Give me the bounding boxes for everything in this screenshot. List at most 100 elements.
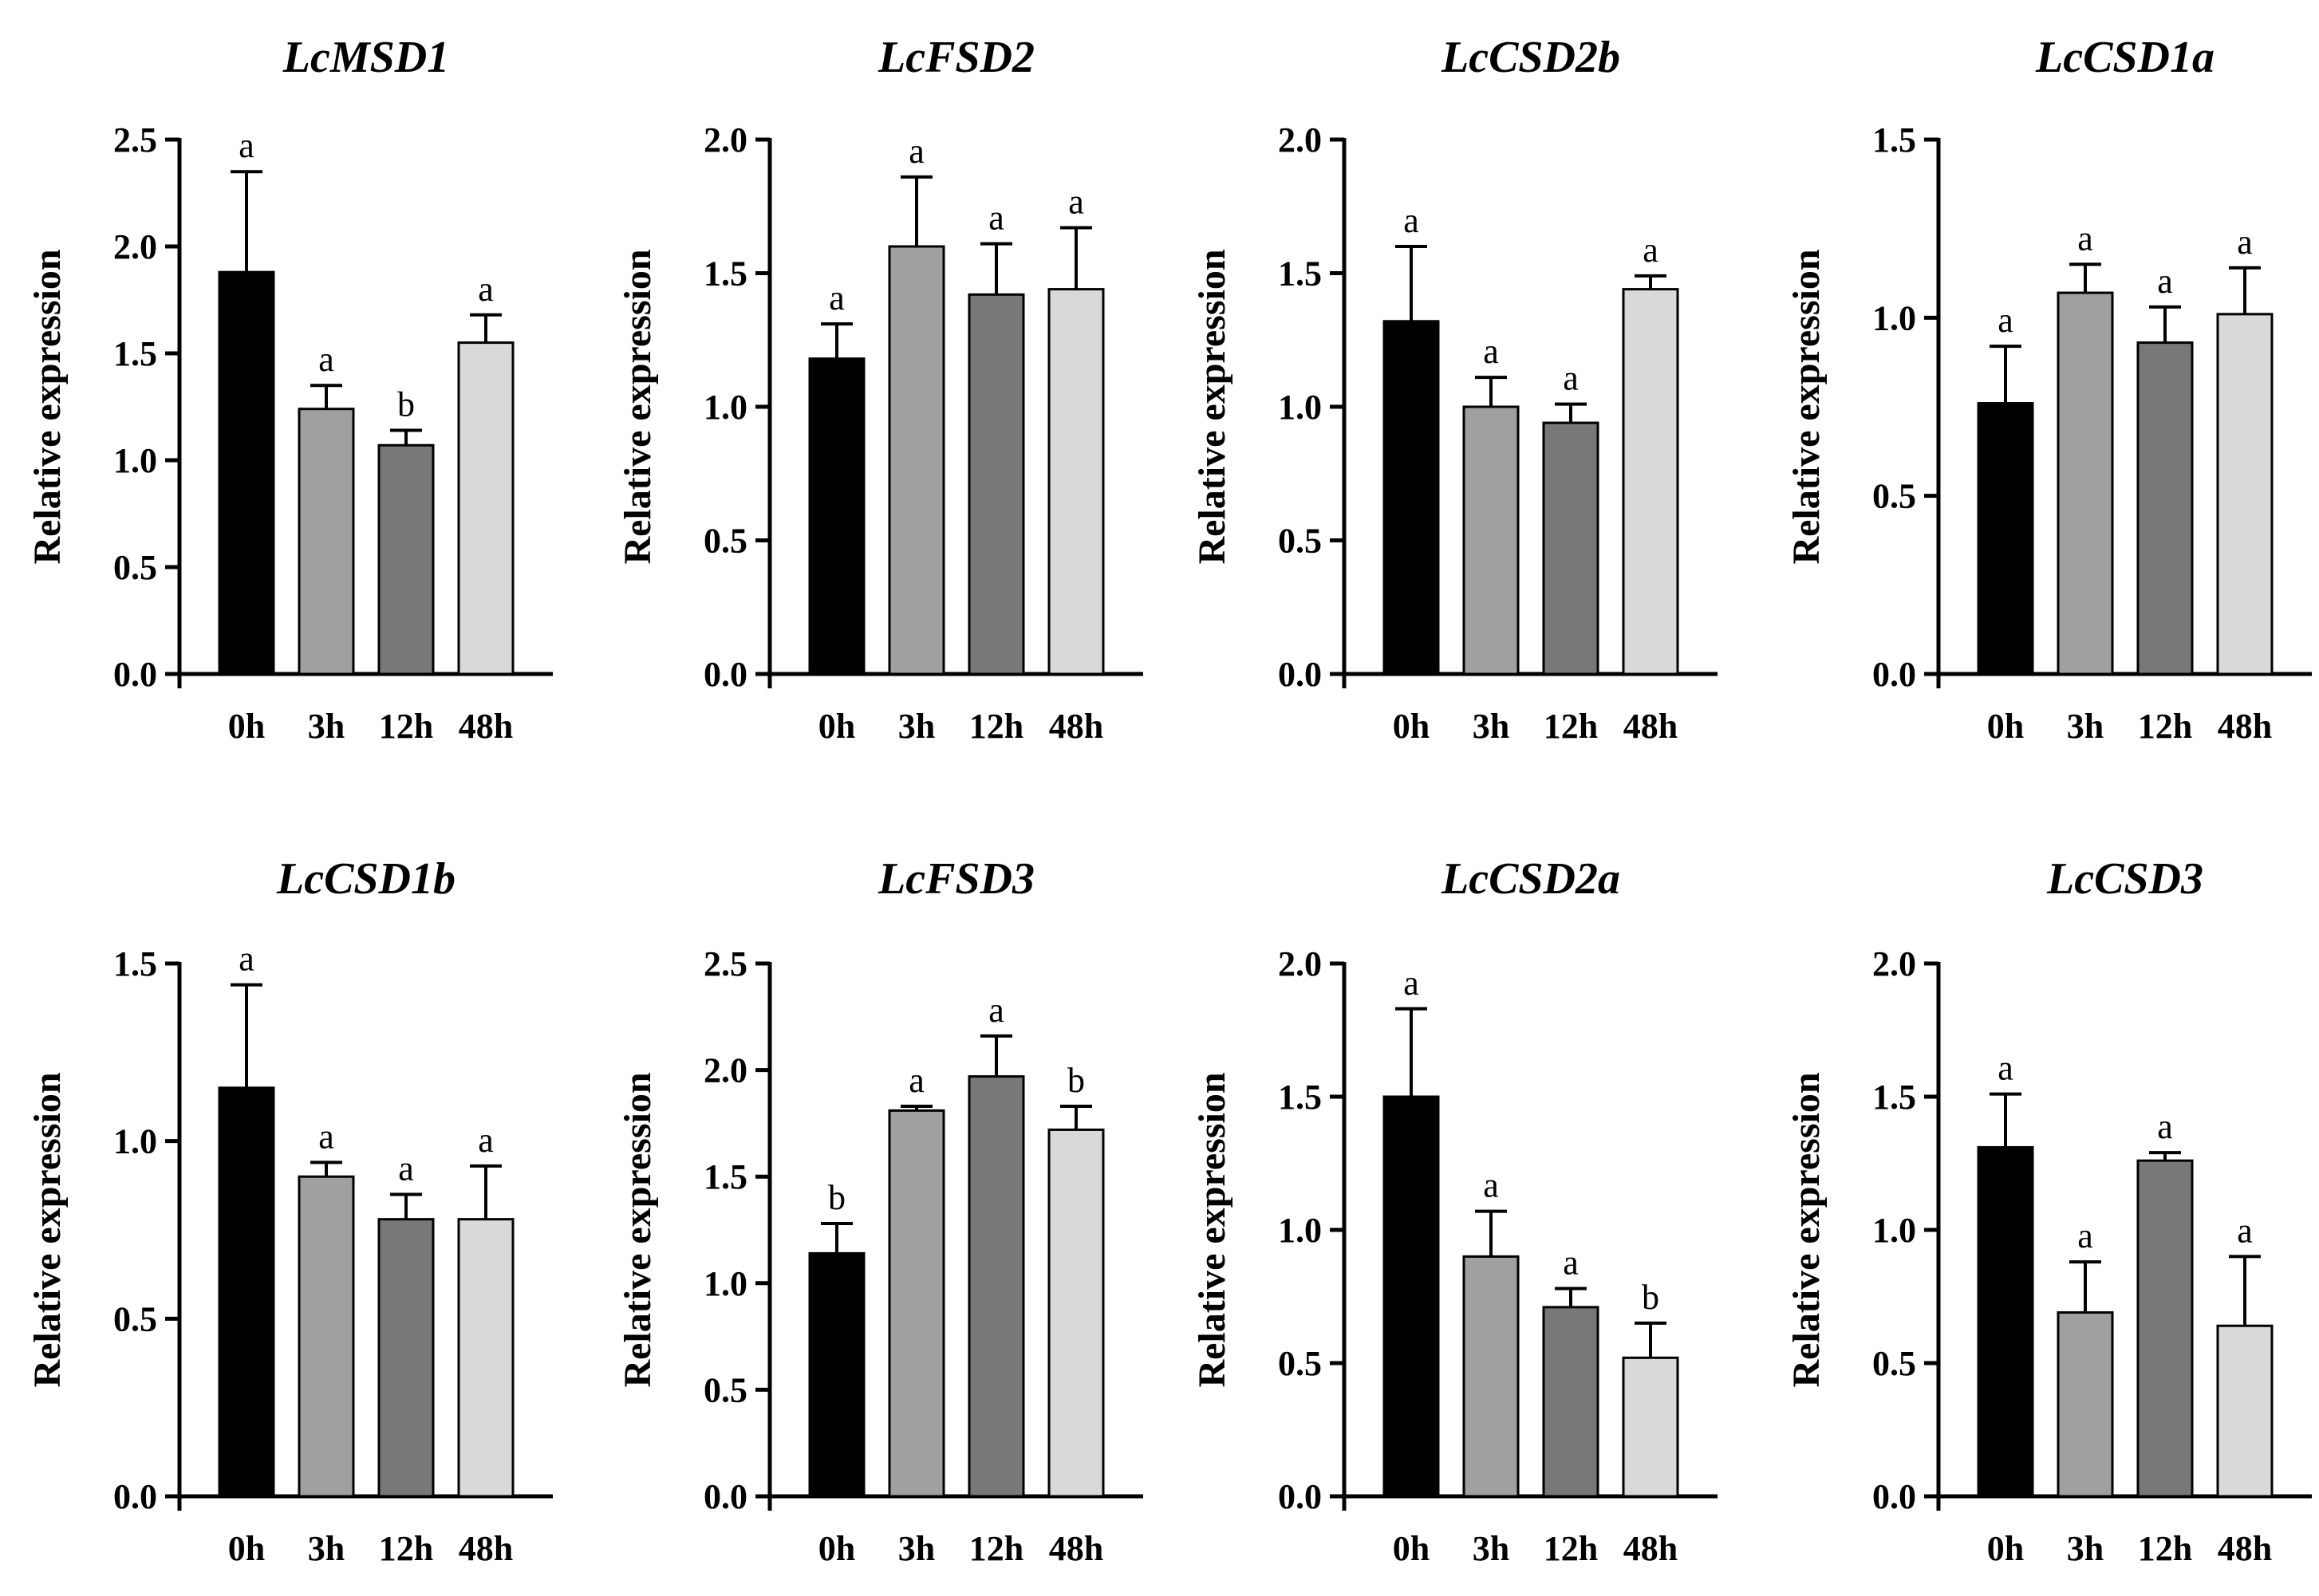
bar-3h [2057, 1311, 2114, 1498]
y-tick-label: 0.5 [704, 522, 747, 561]
x-tick-label: 0h [1393, 1529, 1430, 1568]
x-tick-label: 48h [459, 707, 513, 746]
y-tick-label: 1.5 [113, 334, 157, 373]
significance-label: a [2237, 223, 2253, 262]
y-tick-label: 0.5 [1872, 477, 1916, 516]
x-tick-label: 3h [898, 1529, 935, 1568]
panel-title: LcFSD3 [878, 854, 1035, 904]
bar-48h [457, 341, 515, 676]
bar-3h [1462, 405, 1520, 676]
y-axis-label: Relative expression [617, 1072, 659, 1387]
significance-label: a [1563, 1243, 1579, 1282]
panel-title: LcCSD1b [276, 854, 456, 904]
significance-label: a [2157, 262, 2173, 301]
significance-label: a [2077, 1216, 2093, 1255]
bar-48h [1047, 288, 1105, 676]
bar-12h [1542, 421, 1599, 676]
y-tick-label: 1.0 [113, 1122, 157, 1161]
significance-label: a [2157, 1107, 2173, 1146]
significance-label: a [239, 126, 254, 165]
significance-label: b [397, 384, 415, 424]
x-tick-label: 48h [1623, 707, 1678, 746]
significance-label: a [988, 991, 1004, 1030]
significance-label: a [1563, 359, 1579, 398]
x-tick-label: 3h [1473, 707, 1509, 746]
x-tick-label: 12h [1544, 707, 1598, 746]
significance-label: a [478, 270, 494, 309]
x-tick-label: 0h [818, 707, 855, 746]
y-axis-label: Relative expression [1785, 1072, 1828, 1387]
significance-label: a [318, 340, 334, 379]
y-tick-label: 0.0 [1872, 655, 1916, 694]
significance-label: a [1483, 332, 1499, 371]
significance-label: a [2077, 219, 2093, 258]
y-tick-label: 0.5 [1278, 1344, 1322, 1383]
x-tick-label: 12h [2138, 1529, 2192, 1568]
y-axis-label: Relative expression [1191, 1072, 1233, 1387]
y-axis-label: Relative expression [26, 1072, 69, 1387]
panel-title: LcFSD2 [878, 33, 1035, 82]
y-tick-label: 0.0 [1278, 655, 1322, 694]
x-tick-label: 3h [1473, 1529, 1509, 1568]
bar-12h [2136, 1159, 2194, 1498]
bar-48h [2216, 313, 2274, 676]
bar-12h [2136, 341, 2194, 676]
significance-label: a [1068, 183, 1084, 222]
y-tick-label: 1.0 [704, 388, 747, 427]
y-tick-label: 1.5 [1278, 1078, 1322, 1117]
bar-48h [2216, 1324, 2274, 1498]
x-tick-label: 48h [2218, 1529, 2272, 1568]
y-tick-label: 1.0 [1278, 1211, 1322, 1250]
y-tick-label: 2.5 [113, 120, 157, 160]
y-tick-label: 1.0 [1278, 388, 1322, 427]
bar-3h [888, 1109, 945, 1498]
significance-label: a [1643, 231, 1658, 270]
bar-3h [298, 408, 355, 676]
x-tick-label: 12h [969, 1529, 1023, 1568]
y-tick-label: 0.0 [704, 655, 747, 694]
y-tick-label: 2.0 [1278, 944, 1322, 983]
y-tick-label: 1.0 [1872, 298, 1916, 337]
bar-0h [808, 357, 866, 676]
x-tick-label: 3h [308, 707, 345, 746]
y-axis-label: Relative expression [617, 249, 659, 564]
x-tick-label: 48h [1049, 707, 1103, 746]
bar-12h [1542, 1306, 1599, 1498]
y-tick-label: 0.5 [1278, 522, 1322, 561]
y-tick-label: 0.0 [1278, 1477, 1322, 1516]
y-tick-label: 1.5 [113, 944, 157, 983]
x-tick-label: 48h [1049, 1529, 1103, 1568]
y-tick-label: 0.0 [113, 655, 157, 694]
panel-title: LcMSD1 [282, 33, 449, 82]
x-tick-label: 0h [228, 707, 265, 746]
significance-label: a [1998, 301, 2013, 340]
x-tick-label: 12h [969, 707, 1023, 746]
y-tick-label: 2.0 [1872, 944, 1916, 983]
bar-12h [377, 1218, 435, 1498]
y-tick-label: 1.0 [113, 441, 157, 480]
bar-48h [1622, 1356, 1679, 1498]
significance-label: a [318, 1117, 334, 1156]
y-axis-label: Relative expression [1191, 249, 1233, 564]
y-tick-label: 0.5 [113, 1299, 157, 1338]
significance-label: b [828, 1178, 846, 1217]
significance-label: b [1642, 1278, 1659, 1317]
x-tick-label: 12h [1544, 1529, 1598, 1568]
bar-0h [1382, 320, 1440, 676]
significance-label: a [988, 199, 1004, 238]
bar-12h [968, 1075, 1025, 1498]
y-tick-label: 0.0 [113, 1477, 157, 1516]
panel-title: LcCSD2a [1441, 854, 1620, 904]
bar-3h [2057, 291, 2114, 676]
x-tick-label: 3h [308, 1529, 345, 1568]
x-tick-label: 0h [1393, 707, 1430, 746]
bar-3h [1462, 1255, 1520, 1498]
significance-label: a [1483, 1166, 1499, 1205]
significance-label: a [1403, 964, 1419, 1003]
bar-0h [1977, 402, 2034, 676]
bar-0h [1382, 1095, 1440, 1498]
y-tick-label: 1.5 [704, 254, 747, 294]
y-tick-label: 2.0 [113, 227, 157, 266]
y-tick-label: 0.5 [1872, 1344, 1916, 1383]
y-tick-label: 0.0 [704, 1477, 747, 1516]
